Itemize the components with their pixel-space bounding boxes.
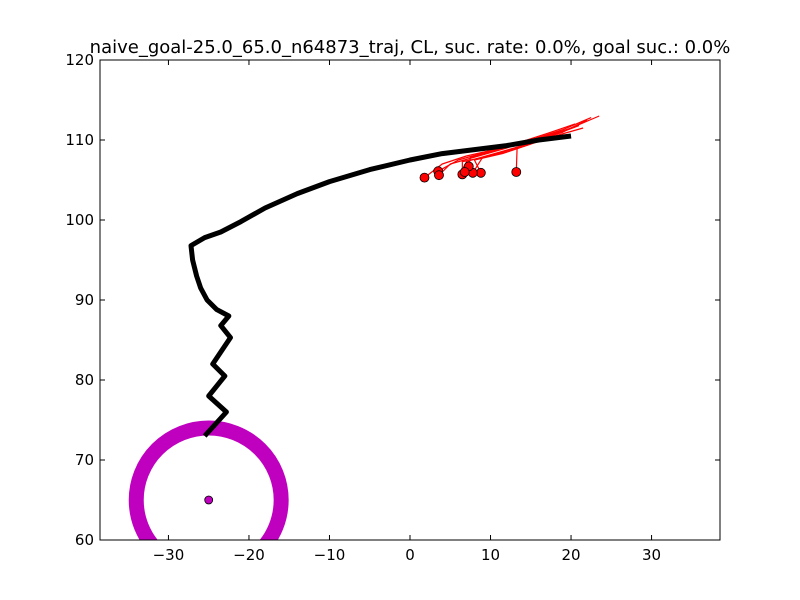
goal-center-marker: [204, 495, 214, 505]
y-tick-label: 90: [75, 291, 94, 309]
rollout-endpoint-4: [511, 167, 522, 177]
y-tick-label: 60: [75, 531, 94, 549]
main-trajectory-line: [188, 133, 572, 438]
chart-title: naive_goal-25.0_65.0_n64873_traj, CL, su…: [90, 37, 731, 58]
rollout-endpoint-7: [434, 170, 444, 181]
y-tick-label: 100: [65, 211, 94, 229]
x-tick-label: 10: [481, 546, 500, 564]
x-tick-label: −10: [314, 546, 346, 564]
rollout-endpoint-10: [459, 167, 470, 177]
rollout-endpoint-8: [419, 172, 430, 183]
x-tick-label: −30: [153, 546, 185, 564]
x-tick-label: −20: [233, 546, 265, 564]
rollout-endpoint-3: [475, 167, 486, 178]
x-tick-label: 30: [642, 546, 661, 564]
y-tick-label: 110: [65, 131, 94, 149]
y-tick-label: 70: [75, 451, 94, 469]
y-tick-label: 80: [75, 371, 94, 389]
axis-ticks: −30 −20 −10 0 10 20 30 60 70 80 90 100 110 120: [65, 51, 720, 564]
y-tick-label: 120: [65, 51, 94, 69]
x-tick-label: 20: [561, 546, 580, 564]
x-tick-label: 0: [405, 546, 415, 564]
plot-area: [128, 115, 600, 540]
